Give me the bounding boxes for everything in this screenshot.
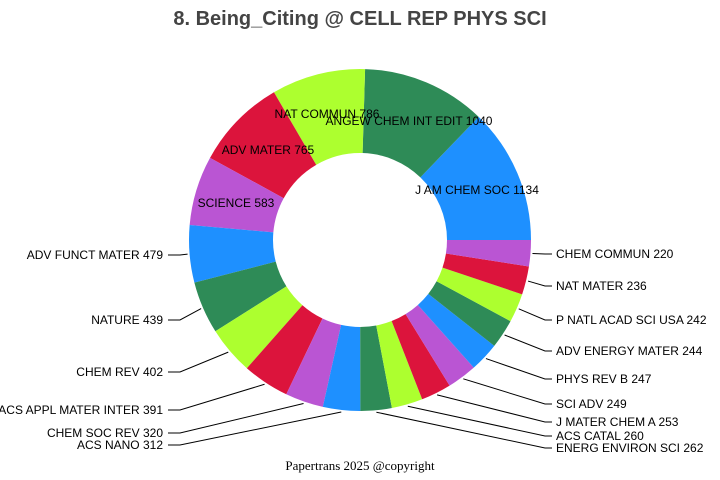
leader-line [376, 411, 552, 449]
slices [188, 69, 531, 411]
slice-label: P NATL ACAD SCI USA 242 [556, 313, 707, 327]
slice-label: SCIENCE 583 [198, 196, 275, 210]
slice-acs-catal [376, 321, 423, 408]
leader-line [168, 403, 304, 434]
slice-label: ACS APPL MATER INTER 391 [0, 403, 163, 417]
slice-nat-commun [273, 69, 366, 165]
slice-acs-appl-mater-inter [246, 305, 323, 395]
slice-label: ANGEW CHEM INT EDIT 1040 [326, 114, 493, 128]
slice-angew-chem-int-edit [362, 69, 479, 178]
leader-line [504, 334, 552, 352]
slice-j-am-chem-soc [420, 116, 531, 240]
slice-chem-soc-rev [286, 318, 342, 407]
slice-chem-rev [215, 286, 303, 369]
leader-line [463, 378, 552, 405]
slice-acs-nano [322, 324, 361, 411]
slice-p-natl-acad-sci-usa [436, 267, 523, 322]
slice-label: ENERG ENVIRON SCI 262 [556, 441, 704, 455]
slice-label: J AM CHEM SOC 1134 [415, 183, 539, 197]
leader-line [485, 358, 552, 380]
slice-label: CHEM SOC REV 320 [47, 426, 163, 440]
leader-line [532, 252, 552, 255]
slice-j-mater-chem-a [391, 314, 450, 400]
slice-chem-commun [445, 240, 531, 267]
slice-label: SCI ADV 249 [556, 397, 627, 411]
leader-line [168, 383, 265, 411]
leader-line [168, 253, 188, 256]
leader-line [168, 351, 229, 373]
slice-label: PHYS REV B 247 [556, 372, 652, 386]
slice-label: ADV FUNCT MATER 479 [27, 248, 164, 262]
slice-science [189, 157, 284, 233]
slice-adv-mater [210, 92, 317, 199]
copyright-footer: Papertrans 2025 @copyright [285, 458, 435, 473]
slice-label: ACS NANO 312 [77, 438, 163, 452]
slice-label: J MATER CHEM A 253 [556, 415, 679, 429]
slice-adv-energy-mater [428, 281, 511, 346]
slice-labels: J AM CHEM SOC 1134 ANGEW CHEM INT EDIT 10… [0, 107, 707, 455]
leader-line [168, 411, 342, 446]
slice-label: ADV MATER 765 [222, 143, 315, 157]
slice-energ-environ-sci [360, 325, 392, 411]
leader-line [527, 280, 552, 287]
leader-line [168, 308, 202, 321]
slice-label: NAT MATER 236 [556, 279, 647, 293]
slice-label: NATURE 439 [91, 313, 163, 327]
leader-line [407, 405, 552, 437]
slice-nat-mater [442, 253, 529, 295]
slice-adv-funct-mater [188, 224, 276, 283]
chart-title: 8. Being_Citing @ CELL REP PHYS SCI [173, 8, 546, 30]
slice-label: CHEM COMMUN 220 [556, 247, 674, 261]
leader-line [518, 308, 552, 321]
slice-phys-rev-b [417, 293, 495, 368]
slice-label: NAT COMMUN 786 [275, 107, 380, 121]
slice-sci-adv [405, 304, 474, 386]
leader-line [436, 394, 552, 423]
slice-label: CHEM REV 402 [76, 365, 163, 379]
slice-label: ACS CATAL 260 [556, 429, 644, 443]
slice-nature [194, 261, 287, 332]
slice-label: ADV ENERGY MATER 244 [556, 344, 703, 358]
